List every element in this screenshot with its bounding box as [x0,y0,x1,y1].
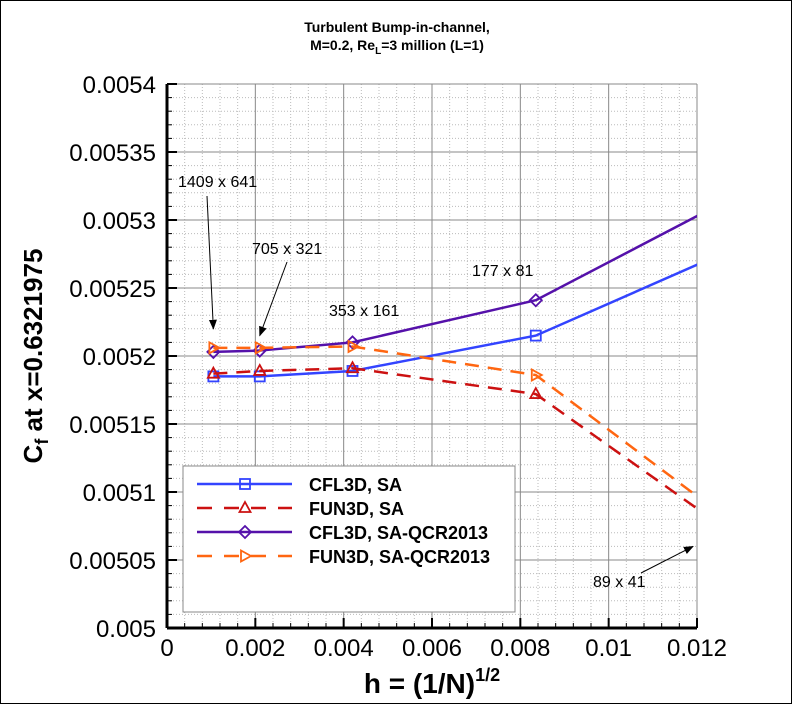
marker-triangle-right [530,368,544,383]
chart-title-line2: M=0.2, ReL=3 million (L=1) [310,37,484,57]
x-tick-label: 0.01 [585,635,632,662]
x-tick-label: 0.008 [490,635,550,662]
annotation-arrow [259,261,288,337]
y-axis-label: Cf at x=0.6321975 [18,249,52,464]
annotation-arrow [206,195,217,330]
annotation-label: 89 x 41 [593,574,646,591]
marker-square [239,478,251,490]
series-line [213,263,697,378]
marker-triangle-right [347,339,361,354]
marker-diamond [237,524,253,540]
y-tick-label: 0.0051 [83,480,156,507]
legend-label: FUN3D, SA [309,499,404,519]
annotation-label: 1409 x 641 [178,174,257,191]
marker-triangle-up [252,363,267,376]
legend-label: CFL3D, SA [309,475,402,495]
marker-triangle-right [208,340,222,355]
annotation-label: 177 x 81 [472,263,533,280]
x-tick-label: 0.004 [314,635,374,662]
y-tick-label: 0.0053 [83,208,156,235]
y-tick-label: 0.005 [96,616,156,643]
annotation-label: 705 x 321 [252,241,322,258]
legend: CFL3D, SA FUN3D, SA CFL3D, SA-QCR2013 FUN3D… [182,465,516,613]
marker-square [529,329,542,342]
marker-triangle-up [345,360,360,374]
y-tick-label: 0.00515 [69,412,156,439]
x-tick-label: 0.002 [225,635,285,662]
marker-triangle-up [528,386,543,399]
y-tick-label: 0.00535 [69,140,156,167]
chart-title-line1: Turbulent Bump-in-channel, [304,19,490,35]
x-tick-label: 0.012 [667,635,727,662]
series-line [213,345,697,498]
y-tick-label: 0.0054 [83,72,156,99]
marker-triangle-right [240,548,253,564]
y-tick-label: 0.00525 [69,276,156,303]
x-tick-label: 0 [160,635,173,662]
marker-triangle-right [254,340,268,355]
series-group [206,214,697,511]
axes: 0 0.002 0.004 0.006 0.008 0.01 0.012 0.005 0.005… [69,72,727,662]
legend-label: FUN3D, SA-QCR2013 [309,547,490,567]
annotation-label: 353 x 161 [329,303,399,320]
marker-triangle-up [237,500,253,513]
x-tick-label: 0.006 [402,635,462,662]
annotation-arrow [640,545,694,574]
y-tick-label: 0.0052 [83,344,156,371]
y-tick-label: 0.00505 [69,548,156,575]
annotations: 1409 x 641 705 x 321 353 x 161 177 x 81 89 x… [178,174,694,591]
marker-diamond [528,292,544,308]
series-line [213,366,697,511]
marker-triangle-up [206,365,221,379]
x-axis-label: h = (1/N)1/2 [364,665,500,699]
legend-label: CFL3D, SA-QCR2013 [309,523,488,543]
legend-box [182,465,516,613]
